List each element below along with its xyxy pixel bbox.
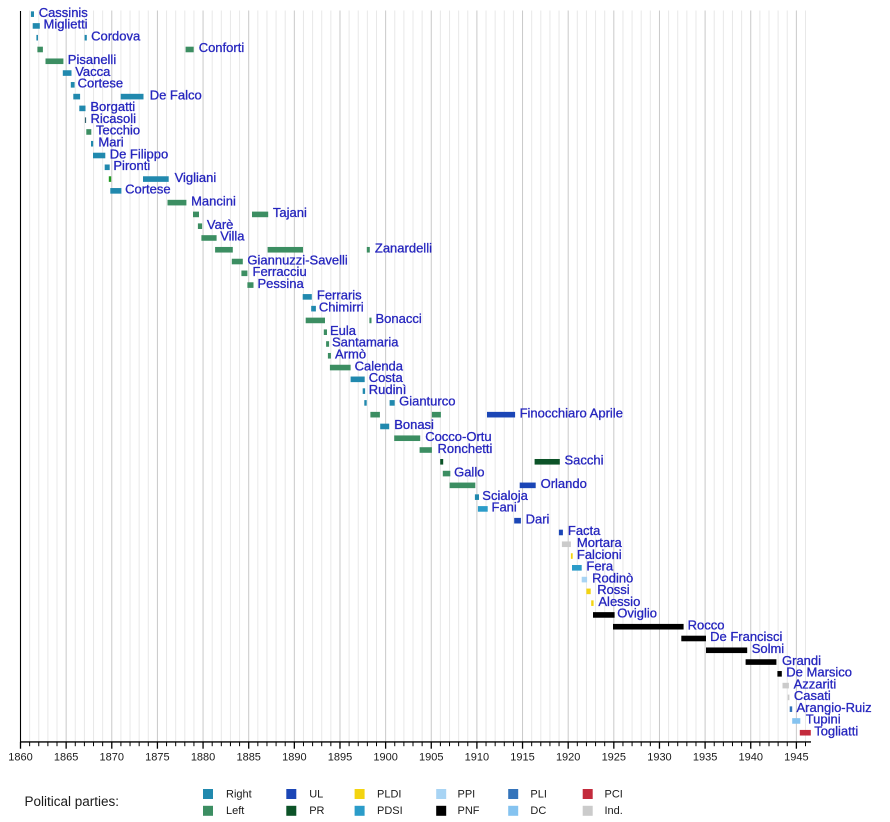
svg-text:Calenda: Calenda bbox=[355, 358, 404, 373]
svg-text:Ferraris: Ferraris bbox=[317, 288, 362, 303]
svg-text:Scialoja: Scialoja bbox=[482, 488, 528, 503]
svg-text:Solmi: Solmi bbox=[752, 641, 785, 656]
svg-text:Dari: Dari bbox=[526, 511, 550, 526]
svg-text:Tajani: Tajani bbox=[273, 205, 307, 220]
svg-text:Vacca: Vacca bbox=[75, 64, 111, 79]
svg-text:1940: 1940 bbox=[738, 752, 762, 764]
svg-text:Gallo: Gallo bbox=[454, 464, 484, 479]
svg-text:Fani: Fani bbox=[492, 500, 517, 515]
svg-text:UL: UL bbox=[309, 788, 323, 800]
svg-text:1935: 1935 bbox=[693, 752, 717, 764]
svg-text:Pisanelli: Pisanelli bbox=[68, 52, 117, 67]
svg-text:Cortese: Cortese bbox=[125, 182, 171, 197]
svg-text:PNF: PNF bbox=[458, 805, 480, 817]
svg-text:Finocchiaro Aprile: Finocchiaro Aprile bbox=[520, 405, 623, 420]
svg-text:1885: 1885 bbox=[236, 752, 260, 764]
svg-text:Miglietti: Miglietti bbox=[44, 17, 88, 32]
svg-text:PR: PR bbox=[309, 805, 324, 817]
svg-text:Cocco-Ortu: Cocco-Ortu bbox=[425, 429, 491, 444]
svg-text:1900: 1900 bbox=[373, 752, 397, 764]
svg-text:Left: Left bbox=[226, 805, 244, 817]
svg-text:1875: 1875 bbox=[145, 752, 169, 764]
svg-text:1890: 1890 bbox=[282, 752, 306, 764]
svg-text:Chimirri: Chimirri bbox=[319, 299, 364, 314]
svg-text:Azzariti: Azzariti bbox=[794, 676, 837, 691]
svg-text:Ricasoli: Ricasoli bbox=[91, 111, 137, 126]
svg-text:Fera: Fera bbox=[586, 559, 614, 574]
svg-text:De Francisci: De Francisci bbox=[710, 629, 782, 644]
svg-text:Ferracciu: Ferracciu bbox=[253, 264, 307, 279]
svg-text:1905: 1905 bbox=[419, 752, 443, 764]
svg-text:Mancini: Mancini bbox=[191, 193, 236, 208]
svg-text:1865: 1865 bbox=[54, 752, 78, 764]
svg-text:Ind.: Ind. bbox=[605, 805, 623, 817]
svg-text:De Marsico: De Marsico bbox=[786, 665, 852, 680]
svg-text:Political parties:: Political parties: bbox=[25, 794, 120, 809]
svg-text:Armò: Armò bbox=[335, 347, 366, 362]
svg-text:De Filippo: De Filippo bbox=[110, 146, 169, 161]
svg-text:Mortara: Mortara bbox=[577, 535, 623, 550]
svg-text:Orlando: Orlando bbox=[541, 476, 587, 491]
svg-text:Villa: Villa bbox=[220, 229, 245, 244]
svg-text:Gianturco: Gianturco bbox=[399, 394, 455, 409]
svg-text:Borgatti: Borgatti bbox=[90, 99, 135, 114]
svg-text:Oviglio: Oviglio bbox=[617, 606, 657, 621]
svg-text:Conforti: Conforti bbox=[199, 40, 245, 55]
svg-text:Varè: Varè bbox=[207, 217, 234, 232]
svg-text:Ronchetti: Ronchetti bbox=[438, 441, 493, 456]
svg-text:1925: 1925 bbox=[602, 752, 626, 764]
svg-text:1870: 1870 bbox=[100, 752, 124, 764]
svg-text:Rocco: Rocco bbox=[688, 617, 725, 632]
svg-text:1860: 1860 bbox=[8, 752, 32, 764]
svg-text:Grandi: Grandi bbox=[782, 653, 821, 668]
svg-text:Cassinis: Cassinis bbox=[39, 5, 89, 20]
svg-text:Rodinò: Rodinò bbox=[592, 570, 633, 585]
svg-text:Tupini: Tupini bbox=[806, 712, 841, 727]
svg-text:1915: 1915 bbox=[510, 752, 534, 764]
svg-text:1930: 1930 bbox=[647, 752, 671, 764]
svg-text:De Falco: De Falco bbox=[150, 87, 202, 102]
svg-text:Giannuzzi-Savelli: Giannuzzi-Savelli bbox=[247, 252, 348, 267]
svg-text:Bonasi: Bonasi bbox=[394, 417, 434, 432]
svg-text:Bonacci: Bonacci bbox=[376, 311, 422, 326]
svg-text:Cortese: Cortese bbox=[78, 76, 124, 91]
svg-text:DC: DC bbox=[530, 805, 546, 817]
svg-text:Rudinì: Rudinì bbox=[369, 382, 407, 397]
svg-text:Mari: Mari bbox=[98, 134, 123, 149]
svg-text:Arangio-Ruiz: Arangio-Ruiz bbox=[797, 700, 872, 715]
svg-text:PCI: PCI bbox=[605, 788, 623, 800]
svg-text:PLI: PLI bbox=[530, 788, 547, 800]
svg-text:PLDI: PLDI bbox=[377, 788, 401, 800]
svg-text:Right: Right bbox=[226, 788, 252, 800]
svg-text:Costa: Costa bbox=[369, 370, 404, 385]
svg-text:Cordova: Cordova bbox=[91, 28, 141, 43]
svg-text:Vigliani: Vigliani bbox=[175, 170, 217, 185]
svg-text:1895: 1895 bbox=[328, 752, 352, 764]
svg-text:Pironti: Pironti bbox=[113, 158, 150, 173]
svg-text:Zanardelli: Zanardelli bbox=[375, 241, 432, 256]
svg-text:1880: 1880 bbox=[191, 752, 215, 764]
svg-text:Alessio: Alessio bbox=[598, 594, 640, 609]
svg-text:Falcioni: Falcioni bbox=[577, 547, 622, 562]
svg-text:Tecchio: Tecchio bbox=[96, 123, 140, 138]
svg-text:Togliatti: Togliatti bbox=[814, 723, 858, 738]
svg-text:Casati: Casati bbox=[794, 688, 831, 703]
svg-text:PDSI: PDSI bbox=[377, 805, 403, 817]
svg-text:1945: 1945 bbox=[784, 752, 808, 764]
svg-text:Eula: Eula bbox=[330, 323, 357, 338]
svg-text:Pessina: Pessina bbox=[258, 276, 305, 291]
svg-text:PPI: PPI bbox=[458, 788, 476, 800]
svg-text:Facta: Facta bbox=[568, 523, 601, 538]
svg-text:1920: 1920 bbox=[556, 752, 580, 764]
svg-text:1910: 1910 bbox=[465, 752, 489, 764]
svg-text:Santamaria: Santamaria bbox=[332, 335, 399, 350]
svg-text:Sacchi: Sacchi bbox=[565, 453, 604, 468]
svg-text:Rossi: Rossi bbox=[597, 582, 630, 597]
